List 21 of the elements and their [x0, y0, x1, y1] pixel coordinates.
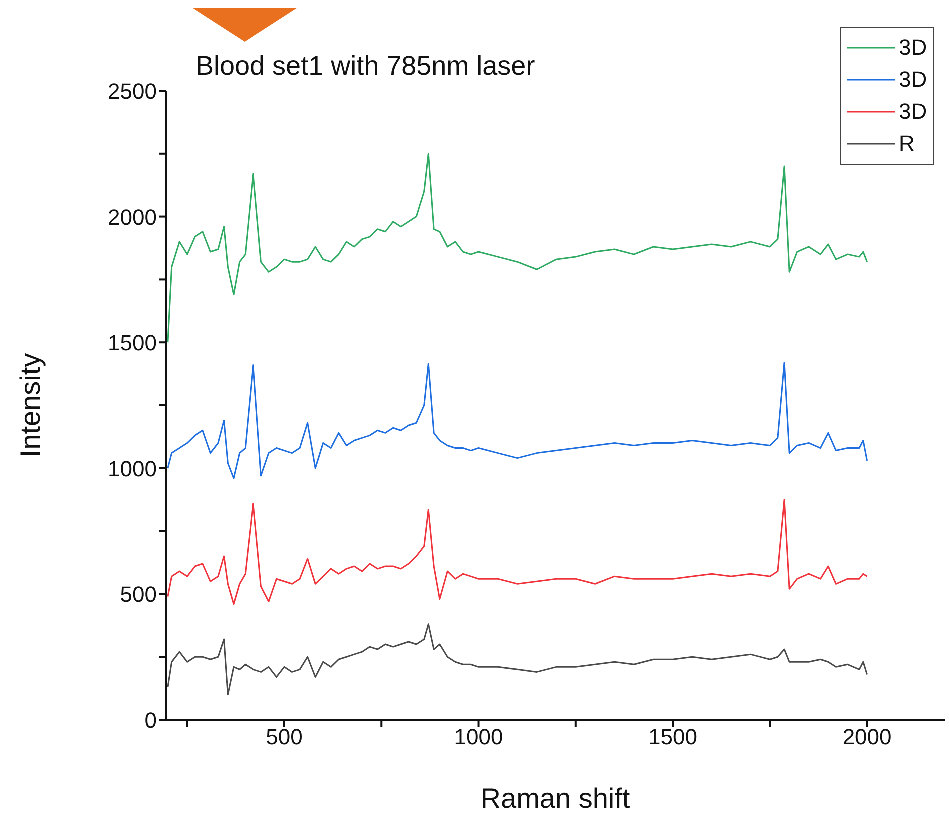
x-axis-title: Raman shift	[480, 783, 630, 814]
y-tick-label: 1000	[108, 456, 157, 482]
legend-label: 3D	[899, 99, 928, 125]
x-tick-label: 2000	[842, 724, 892, 750]
y-tick-label: 2000	[108, 204, 157, 230]
x-tick-label: 500	[266, 724, 303, 750]
legend-label: 3D	[899, 67, 928, 93]
chart-title: Blood set1 with 785nm laser	[196, 51, 536, 82]
y-tick-label: 0	[144, 708, 157, 733]
line-series	[167, 362, 868, 480]
y-tick-label: 2500	[108, 79, 157, 104]
legend-label: R	[899, 131, 915, 157]
x-tick-label: 1000	[454, 724, 504, 750]
line-series	[167, 499, 868, 606]
legend-label: 3D	[899, 35, 928, 61]
y-axis-title: Intensity	[14, 353, 46, 458]
y-tick-label: 1500	[108, 330, 157, 356]
x-tick-label: 1500	[648, 724, 698, 750]
line-series	[167, 624, 868, 696]
line-series	[167, 153, 868, 344]
y-tick-label: 500	[120, 582, 157, 608]
